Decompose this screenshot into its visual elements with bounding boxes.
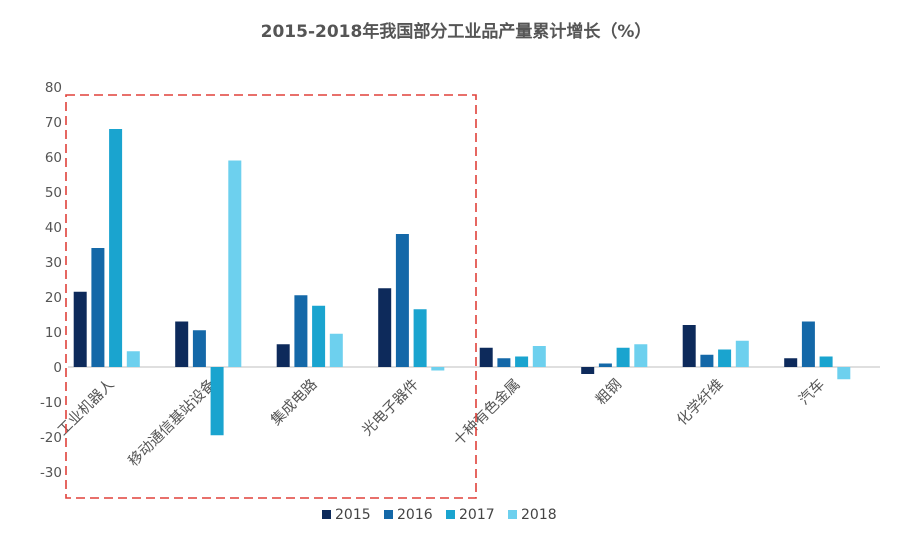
y-tick-label: 60 [45, 150, 62, 166]
y-tick-label: -10 [40, 395, 62, 411]
y-axis: 80 70 60 50 40 30 20 10 0 -10 -20 -30 [40, 80, 62, 481]
bar-2016-2 [192, 330, 206, 367]
legend-label: 2016 [397, 507, 433, 523]
bar-2017-7 [718, 349, 732, 367]
y-tick-label: 0 [53, 360, 62, 376]
x-tick-label: 十种有色金属 [450, 376, 524, 450]
x-tick-label: 集成电路 [268, 375, 321, 428]
bar-2016-3 [294, 295, 308, 367]
y-tick-label: 70 [45, 115, 62, 131]
bar-2015-5 [479, 347, 493, 367]
x-tick-label: 光电子器件 [359, 376, 422, 439]
bar-2017-5 [515, 356, 529, 367]
y-tick-label: 40 [45, 220, 62, 236]
legend-swatch-2017 [446, 510, 455, 519]
bar-2016-8 [801, 321, 815, 367]
legend-swatch-2018 [508, 510, 517, 519]
bar-2017-1 [109, 129, 123, 367]
bar-2018-2 [228, 160, 242, 367]
bar-2018-3 [329, 333, 343, 367]
bar-2017-6 [616, 347, 630, 367]
x-tick-label: 汽车 [796, 376, 829, 409]
y-tick-label: 50 [45, 185, 62, 201]
legend-label: 2015 [335, 507, 371, 523]
bar-2018-4 [431, 367, 445, 371]
chart-title: 2015-2018年我国部分工业品产量累计增长（%） [261, 21, 652, 42]
bar-2016-1 [91, 248, 105, 367]
bar-2017-2 [210, 367, 224, 436]
bar-2018-5 [532, 346, 546, 367]
bar-2015-6 [581, 367, 595, 374]
highlight-box [65, 94, 477, 499]
bar-2018-1 [126, 351, 140, 367]
bar-2015-4 [378, 288, 392, 367]
bars [73, 129, 851, 436]
x-tick-label: 工业机器人 [54, 376, 117, 439]
bar-2016-4 [395, 234, 409, 367]
legend-swatch-2015 [322, 510, 331, 519]
legend-label: 2018 [521, 507, 557, 523]
bar-2018-8 [837, 367, 851, 380]
y-tick-label: -30 [40, 465, 62, 481]
bar-2015-3 [276, 344, 290, 367]
y-tick-label: 80 [45, 80, 62, 96]
bar-2016-7 [700, 354, 714, 367]
bar-2015-7 [682, 325, 696, 367]
y-tick-label: 10 [45, 325, 62, 341]
bar-2018-6 [634, 344, 648, 367]
bar-2015-2 [175, 321, 189, 367]
legend-label: 2017 [459, 507, 495, 523]
y-tick-label: -20 [40, 430, 62, 446]
x-tick-label: 移动通信基站设备 [125, 375, 219, 469]
x-axis: 工业机器人 移动通信基站设备 集成电路 光电子器件 十种有色金属 粗钢 化学纤维 汽车 [54, 366, 880, 470]
legend: 2015 2016 2017 2018 [322, 507, 557, 523]
bar-2017-3 [312, 305, 326, 367]
x-tick-label: 粗钢 [593, 376, 626, 409]
y-tick-label: 30 [45, 255, 62, 271]
bar-2015-8 [784, 358, 798, 367]
legend-swatch-2016 [384, 510, 393, 519]
bar-2016-5 [497, 358, 511, 367]
y-tick-label: 20 [45, 290, 62, 306]
bar-2018-7 [735, 340, 749, 367]
bar-2017-8 [819, 356, 833, 367]
highlight-box-group [65, 94, 477, 499]
bar-2017-4 [413, 309, 427, 367]
bar-2015-1 [73, 291, 87, 367]
bar-2016-6 [598, 363, 612, 367]
x-tick-label: 化学纤维 [674, 376, 727, 429]
